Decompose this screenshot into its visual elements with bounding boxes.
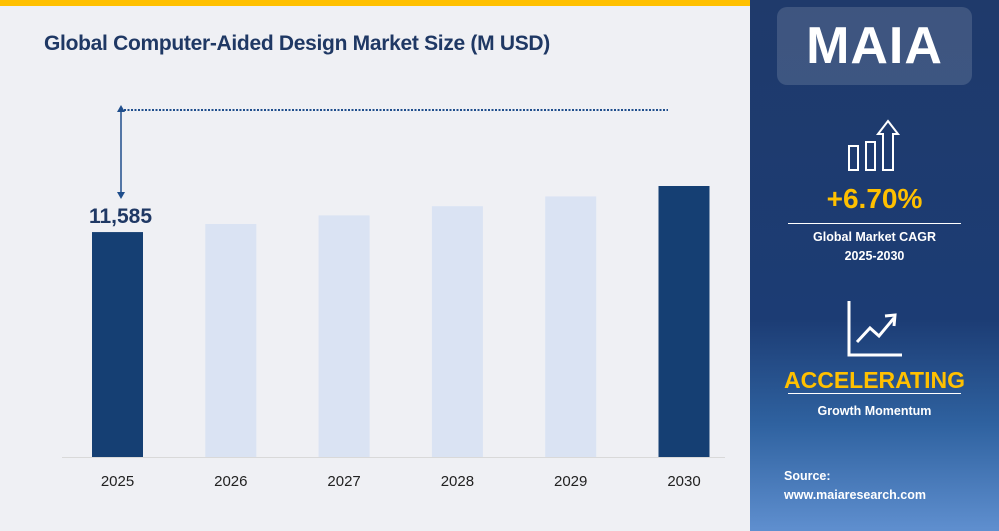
accent-top-bar [0,0,750,6]
momentum-label: Growth Momentum [817,404,932,418]
bar-2025 [92,232,143,457]
data-label: 11,585 [89,205,152,228]
cagr-label-line2: 2025-2030 [844,249,905,263]
cagr-label-line1: Global Market CAGR [813,230,936,244]
x-tick-label: 2026 [214,473,247,490]
bar-2030 [658,186,710,457]
source-url[interactable]: www.maiaresearch.com [784,488,926,502]
bar-2026 [205,224,257,457]
maia-logo: MAIA [777,7,972,85]
x-tick-label: 2029 [554,473,587,490]
bar-2027 [318,215,370,457]
divider [788,223,961,224]
source-label: Source: [784,469,831,483]
x-tick-label: 2025 [101,473,134,490]
x-tick-label: 2027 [327,473,360,490]
cagr-value: +6.70% [826,183,923,214]
cagr-label: Global Market CAGR 2025-2030 [750,228,999,266]
bar-2029 [545,196,597,457]
bar-2028 [431,206,483,457]
source: Source: www.maiaresearch.com [784,467,926,505]
summary-panel: MAIA +6.70% Global Market CAGR 2025-2030 … [750,0,999,531]
momentum-value: ACCELERATING [783,367,965,393]
x-tick-label: 2028 [441,473,474,490]
bar-chart-up-arrow-icon [848,119,901,171]
trend-line-chart-icon [847,301,902,357]
arrow-head-down-icon [117,192,125,199]
arrow-head-up-icon [117,105,125,112]
chart-title: Global Computer-Aided Design Market Size… [44,32,550,55]
x-tick-label: 2030 [667,473,700,490]
divider [788,393,961,394]
bar-chart: 2025 11,585 2026 2027 2028 2029 2030 [62,105,725,490]
